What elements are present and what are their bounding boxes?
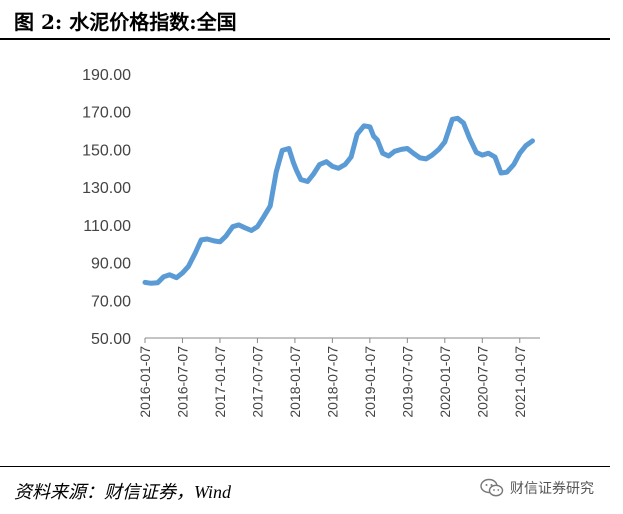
x-tick-label: 2019-07-07 — [399, 346, 415, 418]
x-tick-label: 2016-01-07 — [137, 346, 153, 418]
y-tick-label: 90.00 — [91, 256, 131, 273]
x-tick-label: 2017-07-07 — [249, 346, 265, 418]
y-axis: 50.00 70.00 90.00 110.00 130.00 150.00 170.00 1… — [82, 67, 131, 348]
x-axis: 2016-01-07 2016-07-07 2017-01-07 2017-07-07… — [137, 337, 540, 418]
x-tick-label: 2020-07-07 — [474, 346, 490, 418]
y-tick-label: 50.00 — [91, 331, 131, 348]
y-tick-label: 150.00 — [82, 142, 131, 159]
y-tick-label: 70.00 — [91, 293, 131, 310]
x-tick-label: 2020-01-07 — [437, 346, 453, 418]
x-tick-label: 2021-01-07 — [512, 346, 528, 418]
x-tick-label: 2016-07-07 — [174, 346, 190, 418]
y-tick-label: 190.00 — [82, 67, 131, 84]
series-group — [142, 115, 535, 286]
source-note: 资料来源：财信证券，Wind — [14, 482, 232, 502]
y-tick-label: 110.00 — [83, 218, 131, 235]
watermark: 财信证券研究 — [480, 478, 594, 498]
bottom-rule — [0, 466, 610, 467]
chart-title: 图 2: 水泥价格指数:全国 — [14, 10, 237, 34]
x-tick-label: 2018-07-07 — [324, 346, 340, 418]
y-tick-label: 170.00 — [82, 105, 131, 122]
x-tick-label: 2018-01-07 — [287, 346, 303, 418]
y-tick-label: 130.00 — [82, 180, 131, 197]
line-chart: 50.00 70.00 90.00 110.00 130.00 150.00 170.00 1… — [82, 67, 540, 418]
watermark-text: 财信证券研究 — [510, 481, 594, 497]
top-rule — [0, 38, 610, 40]
series-line-0 — [142, 115, 535, 286]
wechat-icon — [480, 478, 504, 497]
x-tick-label: 2019-01-07 — [362, 346, 378, 418]
x-tick-label: 2017-01-07 — [212, 346, 228, 418]
